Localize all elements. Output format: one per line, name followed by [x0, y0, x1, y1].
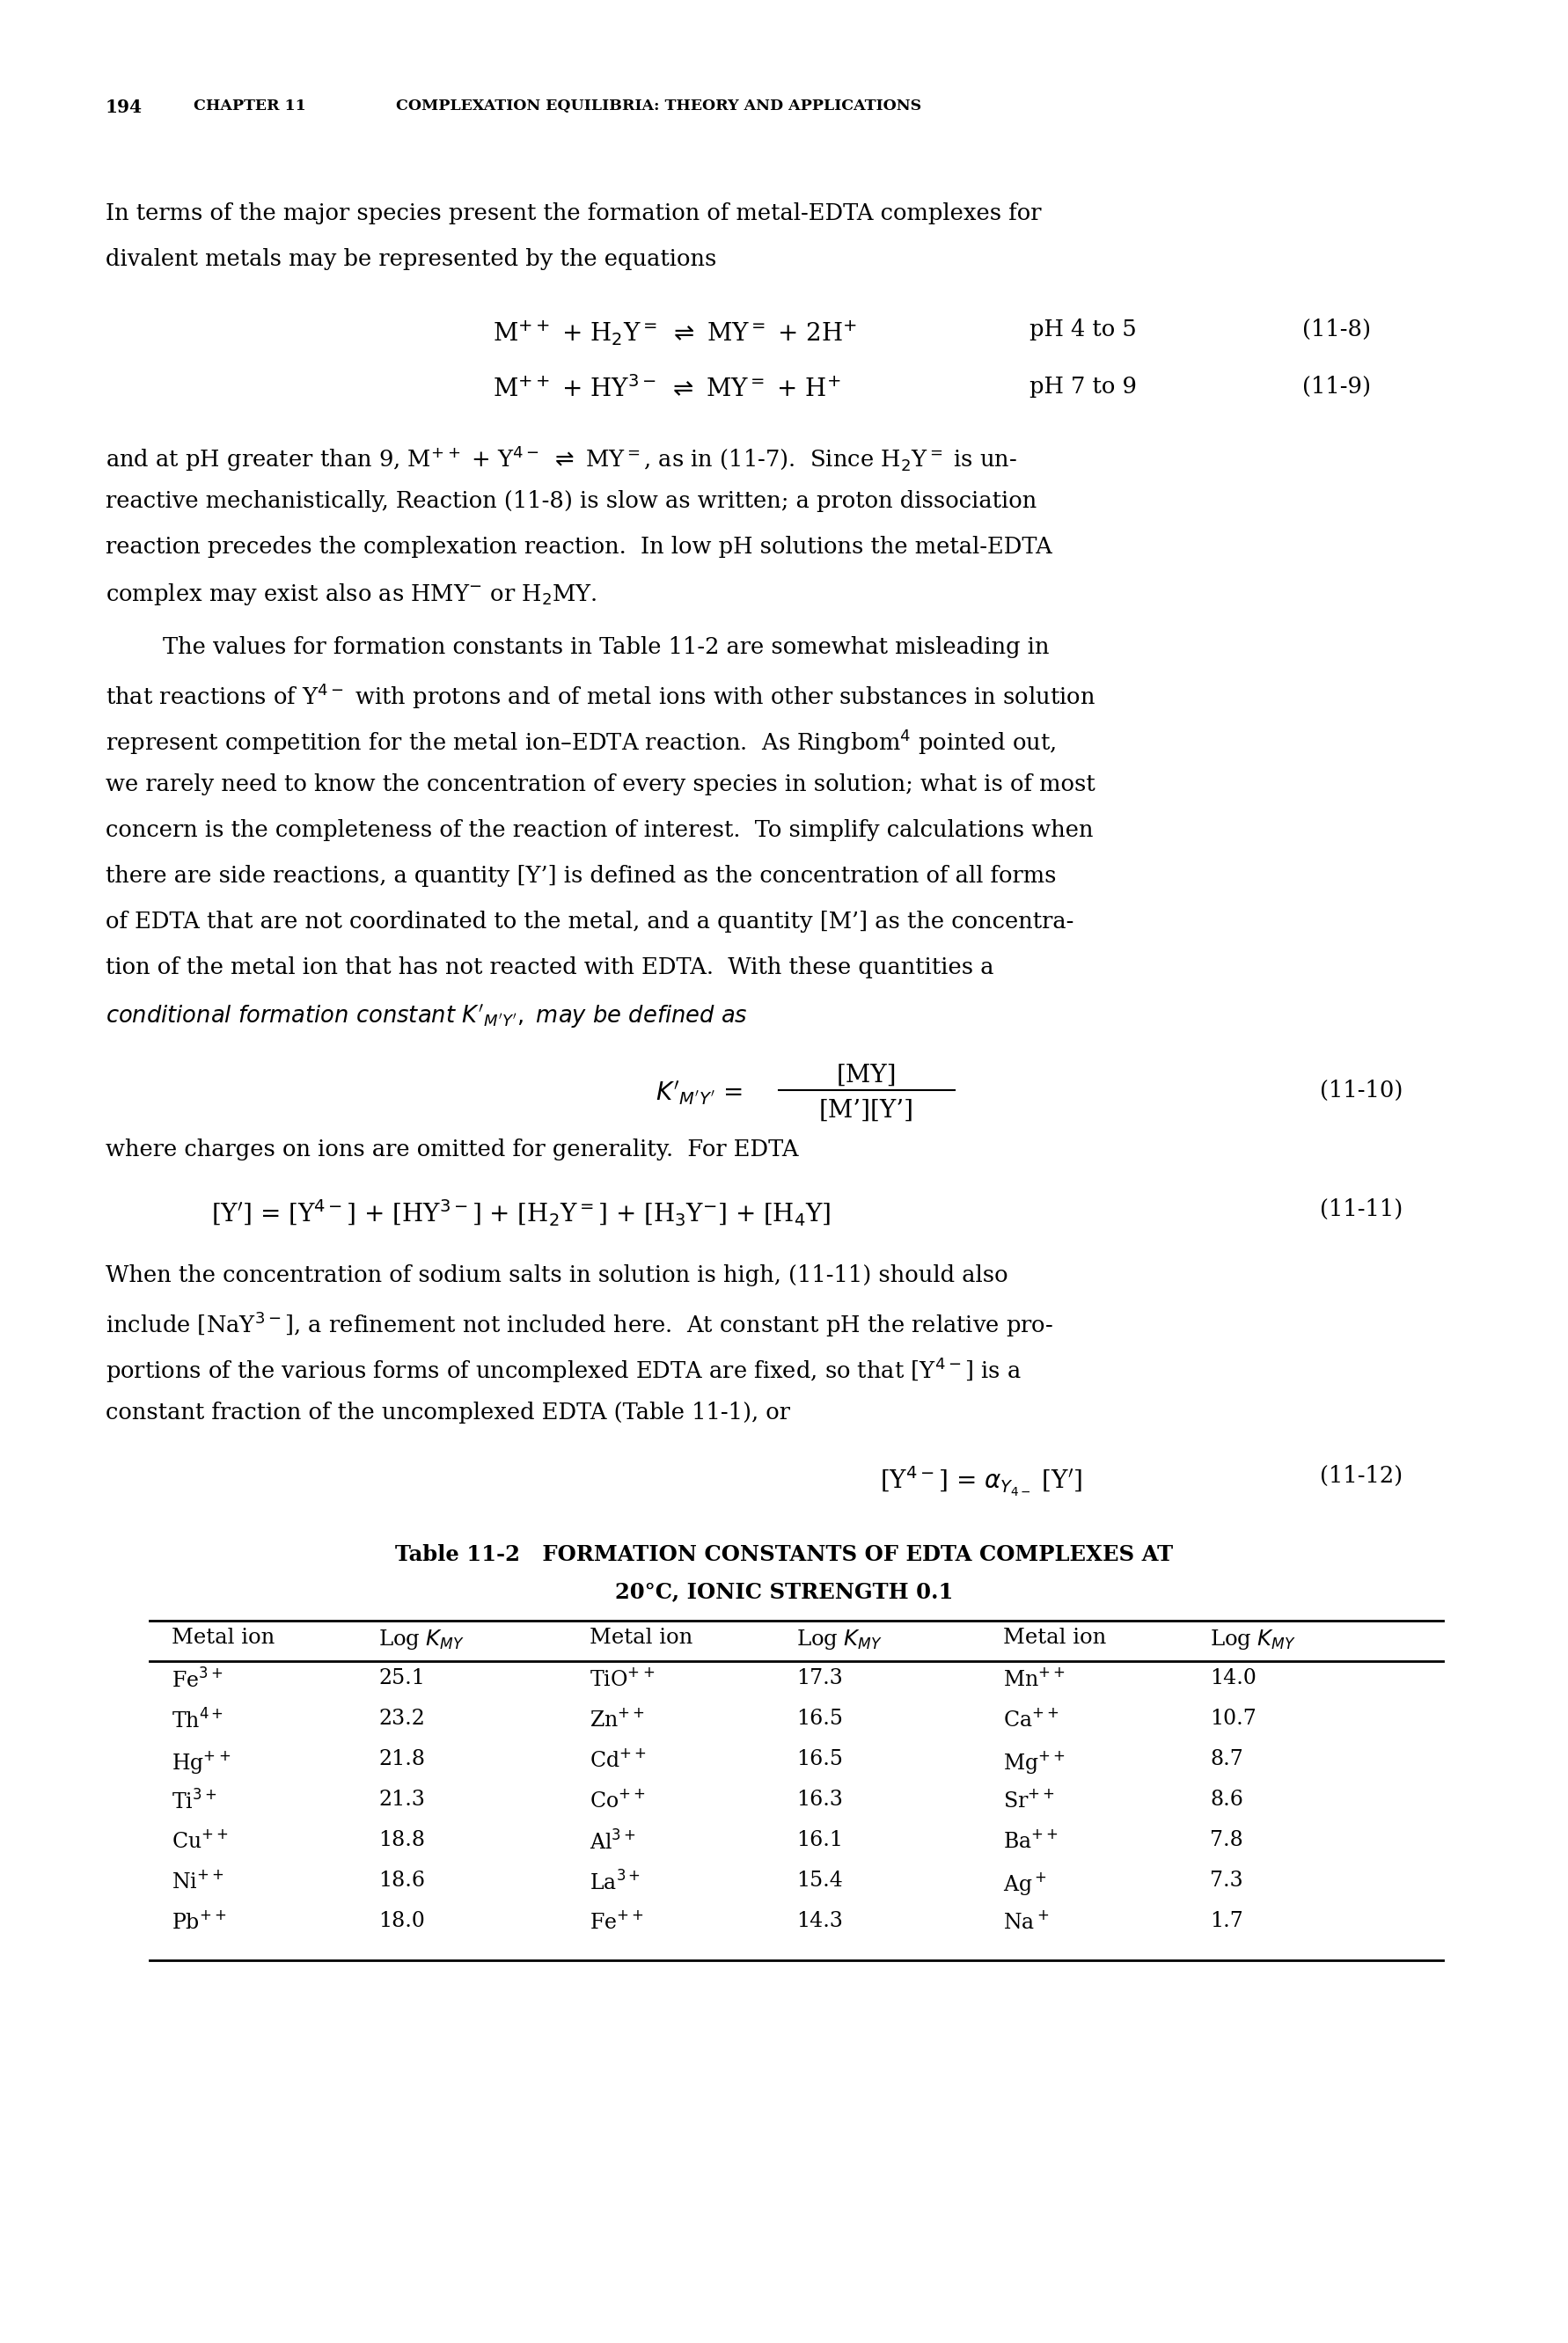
Text: 18.0: 18.0	[378, 1912, 425, 1931]
Text: M$^{++}$ + H$_2$Y$^{=}$ $\rightleftharpoons$ MY$^{=}$ + 2H$^{+}$: M$^{++}$ + H$_2$Y$^{=}$ $\rightleftharpo…	[492, 319, 858, 347]
Text: represent competition for the metal ion–EDTA reaction.  As Ringbom$^4$ pointed o: represent competition for the metal ion–…	[105, 729, 1057, 757]
Text: $K'_{M'Y'}$ =: $K'_{M'Y'}$ =	[655, 1080, 742, 1108]
Text: 16.5: 16.5	[797, 1750, 844, 1769]
Text: 16.1: 16.1	[797, 1830, 844, 1851]
Text: Log $K_{MY}$: Log $K_{MY}$	[797, 1628, 883, 1652]
Text: Ag$^+$: Ag$^+$	[1004, 1870, 1047, 1898]
Text: CHAPTER 11: CHAPTER 11	[193, 98, 306, 112]
Text: and at pH greater than 9, M$^{++}$ + Y$^{4-}$ $\rightleftharpoons$ MY$^{=}$, as : and at pH greater than 9, M$^{++}$ + Y$^…	[105, 445, 1018, 473]
Text: Ba$^{++}$: Ba$^{++}$	[1004, 1830, 1058, 1851]
Text: [Y$'$] = [Y$^{4-}$] + [HY$^{3-}$] + [H$_2$Y$^{=}$] + [H$_3$Y$^{-}$] + [H$_4$Y]: [Y$'$] = [Y$^{4-}$] + [HY$^{3-}$] + [H$_…	[212, 1197, 831, 1228]
Text: (11-9): (11-9)	[1303, 375, 1370, 398]
Text: COMPLEXATION EQUILIBRIA: THEORY AND APPLICATIONS: COMPLEXATION EQUILIBRIA: THEORY AND APPL…	[397, 98, 922, 112]
Text: Pb$^{++}$: Pb$^{++}$	[171, 1912, 226, 1933]
Text: Fe$^{3+}$: Fe$^{3+}$	[171, 1668, 223, 1692]
Text: 23.2: 23.2	[378, 1708, 425, 1729]
Text: 20°C, IONIC STRENGTH 0.1: 20°C, IONIC STRENGTH 0.1	[615, 1582, 953, 1603]
Text: [MY]: [MY]	[837, 1064, 897, 1087]
Text: (11-12): (11-12)	[1320, 1464, 1403, 1488]
Text: [M’][Y’]: [M’][Y’]	[818, 1099, 914, 1122]
Text: of EDTA that are not coordinated to the metal, and a quantity [M’] as the concen: of EDTA that are not coordinated to the …	[105, 911, 1074, 933]
Text: 16.5: 16.5	[797, 1708, 844, 1729]
Text: there are side reactions, a quantity [Y’] is defined as the concentration of all: there are side reactions, a quantity [Y’…	[105, 865, 1057, 888]
Text: 18.8: 18.8	[378, 1830, 425, 1851]
Text: (11-10): (11-10)	[1320, 1080, 1403, 1101]
Text: (11-11): (11-11)	[1320, 1197, 1403, 1221]
Text: Metal ion: Metal ion	[590, 1628, 693, 1647]
Text: Hg$^{++}$: Hg$^{++}$	[171, 1750, 230, 1776]
Text: 14.3: 14.3	[797, 1912, 844, 1931]
Text: Ni$^{++}$: Ni$^{++}$	[171, 1870, 224, 1893]
Text: Zn$^{++}$: Zn$^{++}$	[590, 1708, 644, 1731]
Text: 21.8: 21.8	[378, 1750, 425, 1769]
Text: Mg$^{++}$: Mg$^{++}$	[1004, 1750, 1065, 1776]
Text: Al$^{3+}$: Al$^{3+}$	[590, 1830, 637, 1853]
Text: Mn$^{++}$: Mn$^{++}$	[1004, 1668, 1065, 1689]
Text: Cu$^{++}$: Cu$^{++}$	[171, 1830, 229, 1851]
Text: Ca$^{++}$: Ca$^{++}$	[1004, 1708, 1058, 1731]
Text: 1.7: 1.7	[1210, 1912, 1243, 1931]
Text: 7.3: 7.3	[1210, 1870, 1243, 1891]
Text: Metal ion: Metal ion	[1004, 1628, 1107, 1647]
Text: 10.7: 10.7	[1210, 1708, 1256, 1729]
Text: Th$^{4+}$: Th$^{4+}$	[171, 1708, 224, 1731]
Text: include [NaY$^{3-}$], a refinement not included here.  At constant pH the relati: include [NaY$^{3-}$], a refinement not i…	[105, 1310, 1054, 1340]
Text: 25.1: 25.1	[378, 1668, 425, 1689]
Text: concern is the completeness of the reaction of interest.  To simplify calculatio: concern is the completeness of the react…	[105, 820, 1093, 841]
Text: 8.6: 8.6	[1210, 1790, 1243, 1809]
Text: Log $K_{MY}$: Log $K_{MY}$	[378, 1628, 464, 1652]
Text: Co$^{++}$: Co$^{++}$	[590, 1790, 646, 1811]
Text: constant fraction of the uncomplexed EDTA (Table 11-1), or: constant fraction of the uncomplexed EDT…	[105, 1401, 790, 1425]
Text: tion of the metal ion that has not reacted with EDTA.  With these quantities a: tion of the metal ion that has not react…	[105, 956, 994, 979]
Text: divalent metals may be represented by the equations: divalent metals may be represented by th…	[105, 248, 717, 269]
Text: The values for formation constants in Table 11-2 are somewhat misleading in: The values for formation constants in Ta…	[163, 635, 1049, 658]
Text: 14.0: 14.0	[1210, 1668, 1256, 1689]
Text: In terms of the major species present the formation of metal-EDTA complexes for: In terms of the major species present th…	[105, 201, 1041, 225]
Text: we rarely need to know the concentration of every species in solution; what is o: we rarely need to know the concentration…	[105, 773, 1096, 794]
Text: Fe$^{++}$: Fe$^{++}$	[590, 1912, 644, 1933]
Text: 194: 194	[105, 98, 143, 117]
Text: reactive mechanistically, Reaction (11-8) is slow as written; a proton dissociat: reactive mechanistically, Reaction (11-8…	[105, 490, 1036, 513]
Text: 15.4: 15.4	[797, 1870, 844, 1891]
Text: complex may exist also as HMY$^{-}$ or H$_2$MY.: complex may exist also as HMY$^{-}$ or H…	[105, 581, 597, 607]
Text: Na$^+$: Na$^+$	[1004, 1912, 1049, 1933]
Text: pH 7 to 9: pH 7 to 9	[1030, 375, 1137, 398]
Text: 21.3: 21.3	[378, 1790, 425, 1809]
Text: pH 4 to 5: pH 4 to 5	[1030, 319, 1137, 340]
Text: 16.3: 16.3	[797, 1790, 844, 1809]
Text: La$^{3+}$: La$^{3+}$	[590, 1870, 640, 1895]
Text: where charges on ions are omitted for generality.  For EDTA: where charges on ions are omitted for ge…	[105, 1139, 798, 1160]
Text: Sr$^{++}$: Sr$^{++}$	[1004, 1790, 1055, 1811]
Text: Cd$^{++}$: Cd$^{++}$	[590, 1750, 646, 1771]
Text: Ti$^{3+}$: Ti$^{3+}$	[171, 1790, 216, 1813]
Text: TiO$^{++}$: TiO$^{++}$	[590, 1668, 655, 1689]
Text: portions of the various forms of uncomplexed EDTA are fixed, so that [Y$^{4-}$] : portions of the various forms of uncompl…	[105, 1357, 1021, 1385]
Text: Table 11-2   FORMATION CONSTANTS OF EDTA COMPLEXES AT: Table 11-2 FORMATION CONSTANTS OF EDTA C…	[395, 1544, 1173, 1565]
Text: $\mathit{conditional\ formation\ constant\ K'_{M'Y'},\ may\ be\ defined\ as}$: $\mathit{conditional\ formation\ constan…	[105, 1003, 748, 1029]
Text: reaction precedes the complexation reaction.  In low pH solutions the metal-EDTA: reaction precedes the complexation react…	[105, 537, 1052, 558]
Text: Metal ion: Metal ion	[171, 1628, 274, 1647]
Text: M$^{++}$ + HY$^{3-}$ $\rightleftharpoons$ MY$^{=}$ + H$^{+}$: M$^{++}$ + HY$^{3-}$ $\rightleftharpoons…	[492, 375, 840, 403]
Text: 7.8: 7.8	[1210, 1830, 1243, 1851]
Text: 8.7: 8.7	[1210, 1750, 1243, 1769]
Text: When the concentration of sodium salts in solution is high, (11-11) should also: When the concentration of sodium salts i…	[105, 1265, 1008, 1286]
Text: 17.3: 17.3	[797, 1668, 842, 1689]
Text: Log $K_{MY}$: Log $K_{MY}$	[1210, 1628, 1297, 1652]
Text: (11-8): (11-8)	[1303, 319, 1370, 340]
Text: 18.6: 18.6	[378, 1870, 425, 1891]
Text: that reactions of Y$^{4-}$ with protons and of metal ions with other substances : that reactions of Y$^{4-}$ with protons …	[105, 682, 1096, 712]
Text: [Y$^{4-}$] = $\alpha_{Y_{4-}}$ [Y$'$]: [Y$^{4-}$] = $\alpha_{Y_{4-}}$ [Y$'$]	[880, 1464, 1082, 1500]
